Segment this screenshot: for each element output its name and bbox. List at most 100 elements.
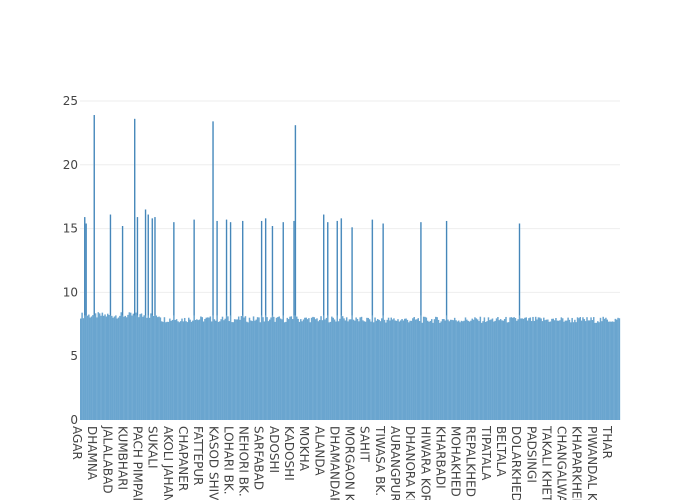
bar [543, 317, 545, 420]
bar [298, 321, 301, 420]
bar [324, 319, 326, 420]
bar [518, 223, 521, 420]
bar [223, 320, 225, 420]
bar [178, 322, 181, 420]
bar [150, 313, 152, 420]
bar [472, 319, 475, 420]
bar [428, 321, 430, 420]
bar [532, 316, 534, 420]
x-tick-label: ADOSHI [267, 426, 281, 473]
bar [333, 319, 336, 420]
bar [385, 322, 387, 420]
bar [381, 318, 383, 420]
bar [161, 321, 163, 420]
bar [444, 320, 446, 420]
bar [286, 317, 289, 420]
bar [602, 316, 604, 420]
bar [255, 319, 257, 420]
bar [127, 314, 129, 420]
bar [597, 321, 599, 420]
bar [460, 320, 463, 420]
bar [575, 322, 577, 420]
bar [232, 322, 235, 420]
bar [566, 320, 568, 420]
bar [251, 321, 253, 420]
bar [502, 320, 505, 420]
bar [142, 316, 144, 420]
bar [452, 320, 455, 420]
bar [181, 318, 183, 420]
bar [439, 322, 441, 420]
bar [416, 319, 418, 420]
bar [458, 320, 460, 420]
bar [495, 318, 498, 420]
x-tick-label: NEHORI BK. [237, 426, 251, 497]
bar [483, 317, 486, 420]
x-axis: AGAR DHAMNA JALALABAD KUMBHARI PACH PIMPAL SU… [70, 425, 614, 500]
bar [237, 316, 240, 420]
x-tick-label: DOLARKHED [509, 426, 523, 500]
bar [177, 321, 179, 420]
bar [601, 321, 603, 420]
bar [344, 320, 347, 420]
x-tick-label: KHARBADI [433, 426, 447, 489]
bar [615, 319, 618, 420]
bar [491, 318, 494, 420]
bar [243, 317, 245, 420]
bar [159, 317, 162, 420]
bar [413, 317, 415, 420]
bar [305, 317, 307, 420]
bar [205, 317, 208, 420]
bar [84, 217, 86, 420]
bar [464, 317, 467, 420]
bar [117, 317, 120, 420]
bar [406, 319, 409, 420]
bar [85, 223, 87, 420]
bar [271, 226, 274, 420]
bar [147, 214, 149, 420]
bar [564, 320, 567, 420]
bar [198, 319, 201, 420]
bar [215, 320, 217, 420]
bar [174, 320, 176, 420]
bar [121, 226, 124, 420]
bar [379, 321, 382, 420]
bar [563, 321, 565, 420]
y-tick-label: 0 [70, 413, 78, 427]
x-tick-label: FATTEPUR [191, 426, 205, 485]
bar [107, 313, 109, 420]
bar [233, 319, 236, 420]
bar [355, 317, 357, 420]
bar [418, 320, 421, 420]
bar [440, 321, 442, 420]
bar [377, 319, 379, 420]
bar [297, 318, 299, 420]
bar [256, 317, 259, 420]
bar [347, 321, 349, 420]
bar [572, 322, 575, 420]
bar [393, 318, 395, 420]
bar [593, 317, 595, 420]
bar [540, 318, 542, 420]
bar [313, 317, 316, 420]
bar [617, 317, 619, 420]
bar [236, 319, 239, 420]
x-tick-label: CHANGALWA [555, 426, 569, 500]
bar [348, 319, 351, 420]
bar [210, 321, 213, 420]
bar [497, 317, 499, 420]
bar [560, 317, 563, 420]
bar [337, 321, 340, 420]
bar [254, 320, 256, 420]
bar [526, 320, 529, 420]
bar [395, 320, 398, 420]
bar [277, 317, 279, 420]
bar [574, 319, 576, 420]
bar [293, 220, 295, 420]
bar [447, 319, 449, 420]
x-tick-label: TAKALI KHET [539, 425, 553, 500]
bar [394, 320, 397, 420]
bar [474, 317, 476, 420]
bar [356, 318, 359, 420]
bar [408, 322, 410, 420]
